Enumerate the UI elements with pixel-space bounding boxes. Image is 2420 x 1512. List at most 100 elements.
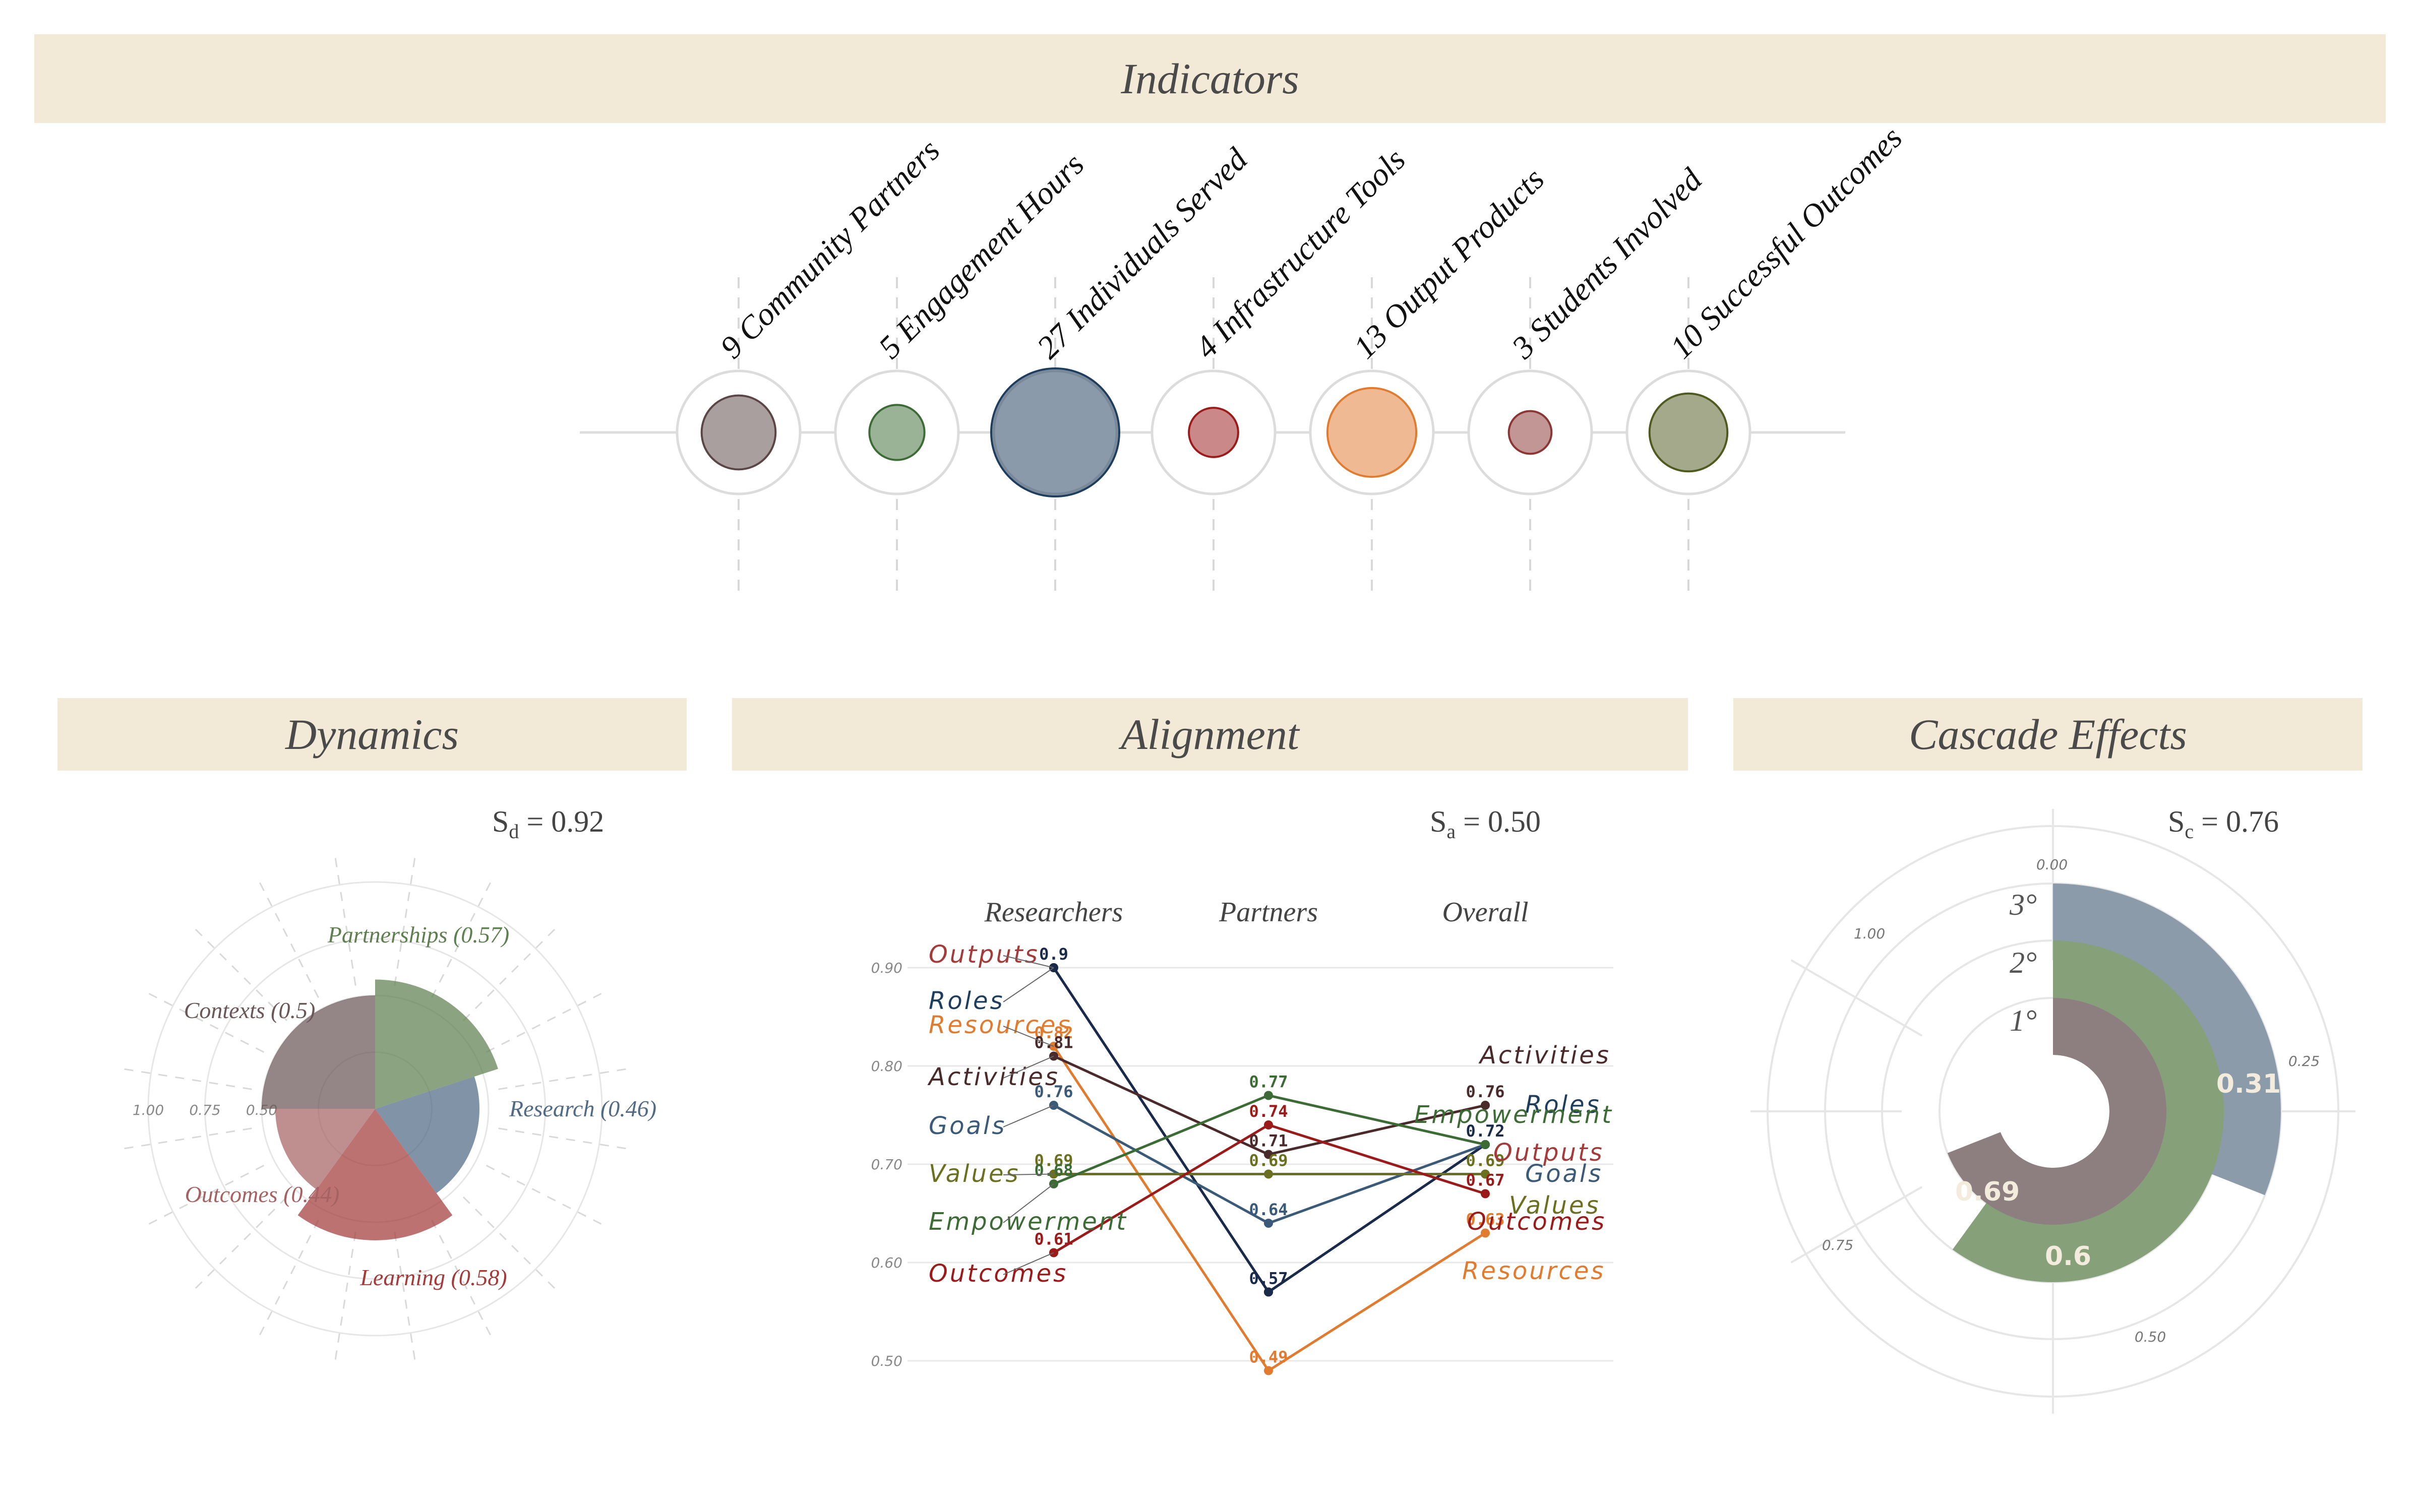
grid-spoke	[148, 992, 265, 1053]
ring-label: 2°	[2010, 946, 2037, 979]
series-label-right: Goals	[1525, 1160, 1603, 1188]
series-point	[1264, 1120, 1273, 1129]
ring-label: 3°	[2009, 888, 2037, 921]
radial-tick: 0.00	[2036, 856, 2068, 873]
point-label: 0.71	[1249, 1131, 1288, 1151]
grid-spoke	[195, 928, 288, 1022]
alignment-chart: 0.50 0.60 0.70 0.80 0.90 Researchers Partners O…	[871, 897, 1613, 1375]
point-label: 0.68	[1034, 1161, 1073, 1180]
grid-spoke	[462, 1196, 556, 1289]
grid-spoke	[259, 1219, 319, 1336]
radial-tick: 1.00	[1854, 925, 1885, 942]
dynamics-title: Dynamics	[285, 710, 459, 759]
grid-spoke	[195, 1196, 288, 1289]
series-label-left: Goals	[929, 1112, 1006, 1140]
point-label: 0.76	[1034, 1082, 1073, 1101]
dynamics-score-value: = 0.92	[526, 805, 604, 838]
dynamics-score: Sd = 0.92	[492, 804, 604, 843]
point-label: 0.63	[1466, 1210, 1504, 1229]
series-label-right: Values	[1509, 1191, 1600, 1220]
dynamics-wedge	[275, 1109, 375, 1190]
series-label-right: Empowerment	[1414, 1101, 1613, 1129]
radial-tick: 0.75	[1822, 1237, 1853, 1253]
dynamics-label: Learning (0.58)	[359, 1265, 507, 1290]
grid-spoke	[431, 882, 492, 998]
radial-tick: 0.75	[189, 1102, 220, 1118]
grid-spoke	[1790, 1186, 1923, 1264]
series-point	[1264, 1091, 1273, 1100]
ring-label: 1°	[2010, 1004, 2037, 1037]
series-label-left: Resources	[929, 1011, 1072, 1039]
indicators-title: Indicators	[1121, 54, 1299, 103]
point-label: 0.74	[1249, 1102, 1288, 1121]
series-label-left: Activities	[927, 1063, 1060, 1091]
cascade-value: 0.69	[1955, 1177, 2020, 1207]
cascade-value: 0.6	[2045, 1241, 2091, 1272]
label-leader	[1003, 1173, 1054, 1175]
y-tick: 0.50	[871, 1353, 902, 1369]
label-leader	[1003, 1183, 1054, 1223]
radial-tick: 1.00	[133, 1102, 164, 1118]
indicator-bubble	[868, 404, 926, 461]
radial-tick: 0.25	[2288, 1053, 2320, 1069]
y-tick: 0.90	[871, 960, 902, 976]
label-leader	[1003, 1055, 1054, 1079]
dynamics-wedge	[375, 1077, 479, 1193]
point-label: 0.69	[1034, 1151, 1073, 1170]
cascade-banner: Cascade Effects	[1733, 698, 2363, 771]
grid-spoke	[259, 882, 319, 998]
category-label: Overall	[1442, 897, 1528, 928]
indicator-bubble	[1188, 407, 1239, 458]
cascade-bar	[1947, 998, 2166, 1225]
grid-spoke	[124, 1127, 252, 1150]
cascade-title: Cascade Effects	[1909, 710, 2187, 759]
point-label: 0.67	[1466, 1171, 1504, 1190]
cascade-score-symbol: S	[2168, 805, 2185, 838]
series-label-left: Outputs	[929, 940, 1040, 969]
grid-spoke	[1790, 959, 1923, 1037]
series-point	[1264, 1169, 1273, 1179]
point-label: 0.69	[1466, 1151, 1504, 1170]
series-label-left: Empowerment	[929, 1208, 1128, 1236]
grid-spoke	[124, 1068, 252, 1090]
series-point	[1264, 1366, 1273, 1375]
series-point	[1481, 1140, 1490, 1149]
dynamics-wedge	[262, 995, 375, 1109]
indicator-bubble	[1648, 392, 1729, 473]
indicator-bubble	[990, 367, 1120, 497]
series-point	[1481, 1101, 1490, 1110]
label-leader	[1003, 967, 1054, 1002]
point-label: 0.82	[1034, 1023, 1073, 1042]
dynamics-label: Outcomes (0.44)	[185, 1181, 340, 1207]
grid-spoke	[462, 928, 556, 1022]
series-label-right: Outcomes	[1467, 1208, 1606, 1236]
series-label-right: Roles	[1525, 1091, 1601, 1119]
radial-tick: 0.50	[2135, 1329, 2166, 1345]
grid-circle	[147, 881, 603, 1337]
grid-spoke	[498, 1068, 627, 1090]
grid-spoke	[394, 1232, 416, 1360]
point-label: 0.81	[1034, 1033, 1073, 1052]
series-point	[1264, 1150, 1273, 1159]
series-label-right: Resources	[1462, 1257, 1605, 1285]
grid-spoke	[431, 1219, 492, 1336]
dynamics-score-symbol: S	[492, 805, 509, 838]
dynamics-label: Partnerships (0.57)	[327, 922, 509, 948]
alignment-score-value: = 0.50	[1463, 805, 1541, 838]
grid-circle	[204, 938, 546, 1280]
series-label-right: Outputs	[1493, 1139, 1604, 1167]
label-leader	[1003, 1026, 1054, 1047]
category-label: Researchers	[984, 897, 1123, 928]
series-label-right: Activities	[1478, 1041, 1611, 1069]
series-label-left: Outcomes	[929, 1259, 1068, 1288]
dynamics-label: Contexts (0.5)	[184, 997, 316, 1023]
point-label: 0.76	[1466, 1082, 1504, 1101]
y-tick: 0.70	[871, 1156, 902, 1173]
alignment-score: Sa = 0.50	[1430, 804, 1541, 843]
y-tick: 0.80	[871, 1058, 902, 1075]
indicator-bubble	[1507, 410, 1553, 455]
alignment-banner: Alignment	[732, 698, 1688, 771]
grid-spoke	[334, 857, 356, 986]
alignment-title: Alignment	[1121, 710, 1299, 759]
